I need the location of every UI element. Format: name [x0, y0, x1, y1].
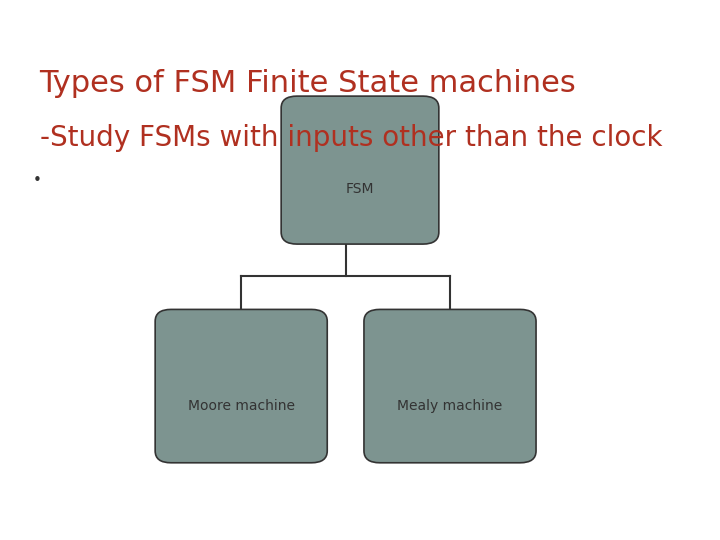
Text: Mealy machine: Mealy machine: [397, 399, 503, 413]
Text: Types of FSM Finite State machines: Types of FSM Finite State machines: [40, 69, 576, 98]
Text: Moore machine: Moore machine: [188, 399, 294, 413]
FancyBboxPatch shape: [364, 309, 536, 463]
Text: •: •: [32, 173, 41, 188]
FancyBboxPatch shape: [281, 96, 439, 244]
Text: FSM: FSM: [346, 182, 374, 195]
FancyBboxPatch shape: [156, 309, 327, 463]
Text: -Study FSMs with inputs other than the clock: -Study FSMs with inputs other than the c…: [40, 124, 662, 152]
